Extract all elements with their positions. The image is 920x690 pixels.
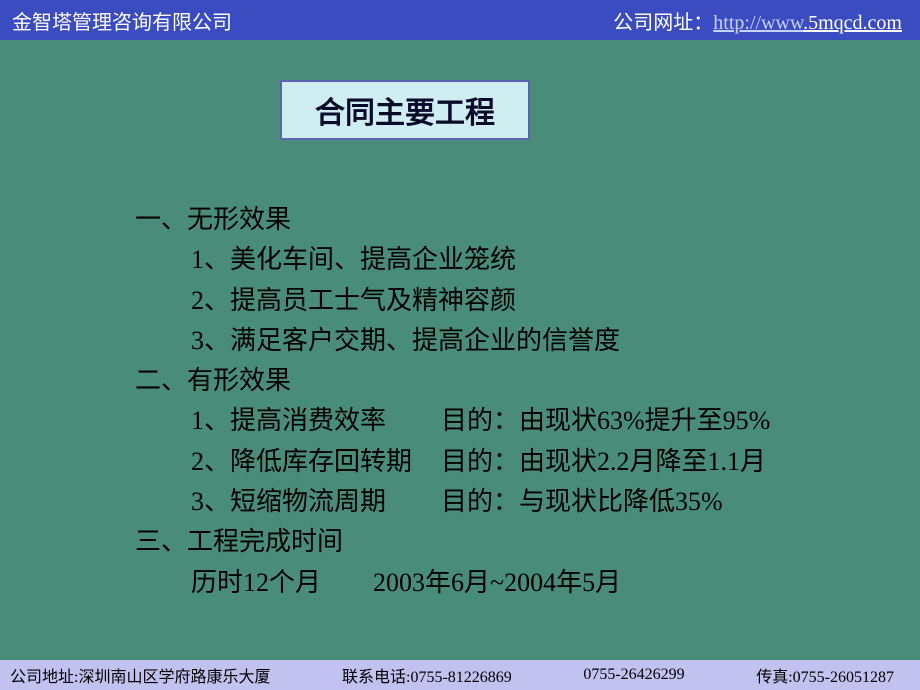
footer-phone2: 0755-26426299: [583, 666, 684, 684]
list-item: 2、提高员工士气及精神容颜: [135, 281, 900, 321]
item-text: 2、降低库存回转期: [191, 442, 441, 482]
list-item: 1、美化车间、提高企业笼统: [135, 240, 900, 280]
list-item: 1、提高消费效率目的：由现状63%提升至95%: [135, 401, 900, 441]
slide-body: 合同主要工程 一、无形效果 1、美化车间、提高企业笼统 2、提高员工士气及精神容…: [0, 40, 920, 660]
list-item: 历时12个月 2003年6月~2004年5月: [135, 563, 900, 603]
item-text: 3、短缩物流周期: [191, 482, 441, 522]
company-url-block: 公司网址：http://www.5mqcd.com: [613, 6, 902, 35]
company-url-link-part2[interactable]: .5mqcd.com: [803, 12, 902, 34]
item-text: 1、提高消费效率: [191, 401, 441, 441]
item-goal: 目的：由现状63%提升至95%: [441, 406, 770, 435]
company-url-link-part1[interactable]: http://www: [713, 12, 803, 34]
slide-title-box: 合同主要工程: [280, 80, 530, 140]
section-3-heading: 三、工程完成时间: [135, 522, 900, 562]
footer-fax: 传真:0755-26051287: [756, 663, 894, 687]
url-label: 公司网址：: [613, 12, 713, 34]
section-1-heading: 一、无形效果: [135, 200, 900, 240]
footer-phone1: 联系电话:0755-81226869: [342, 663, 512, 687]
footer-address: 公司地址:深圳南山区学府路康乐大厦: [10, 663, 270, 687]
list-item: 3、满足客户交期、提高企业的信誉度: [135, 321, 900, 361]
item-goal: 目的：与现状比降低35%: [441, 487, 723, 516]
item-goal: 目的：由现状2.2月降至1.1月: [441, 447, 766, 476]
slide-title: 合同主要工程: [315, 88, 495, 132]
slide-footer: 公司地址:深圳南山区学府路康乐大厦 联系电话:0755-81226869 075…: [0, 660, 920, 690]
list-item: 2、降低库存回转期目的：由现状2.2月降至1.1月: [135, 442, 900, 482]
list-item: 3、短缩物流周期目的：与现状比降低35%: [135, 482, 900, 522]
slide-header: 金智塔管理咨询有限公司 公司网址：http://www.5mqcd.com: [0, 0, 920, 40]
section-2-heading: 二、有形效果: [135, 361, 900, 401]
presentation-slide: 金智塔管理咨询有限公司 公司网址：http://www.5mqcd.com 合同…: [0, 0, 920, 690]
content-outline: 一、无形效果 1、美化车间、提高企业笼统 2、提高员工士气及精神容颜 3、满足客…: [135, 200, 900, 603]
company-name: 金智塔管理咨询有限公司: [12, 6, 232, 35]
